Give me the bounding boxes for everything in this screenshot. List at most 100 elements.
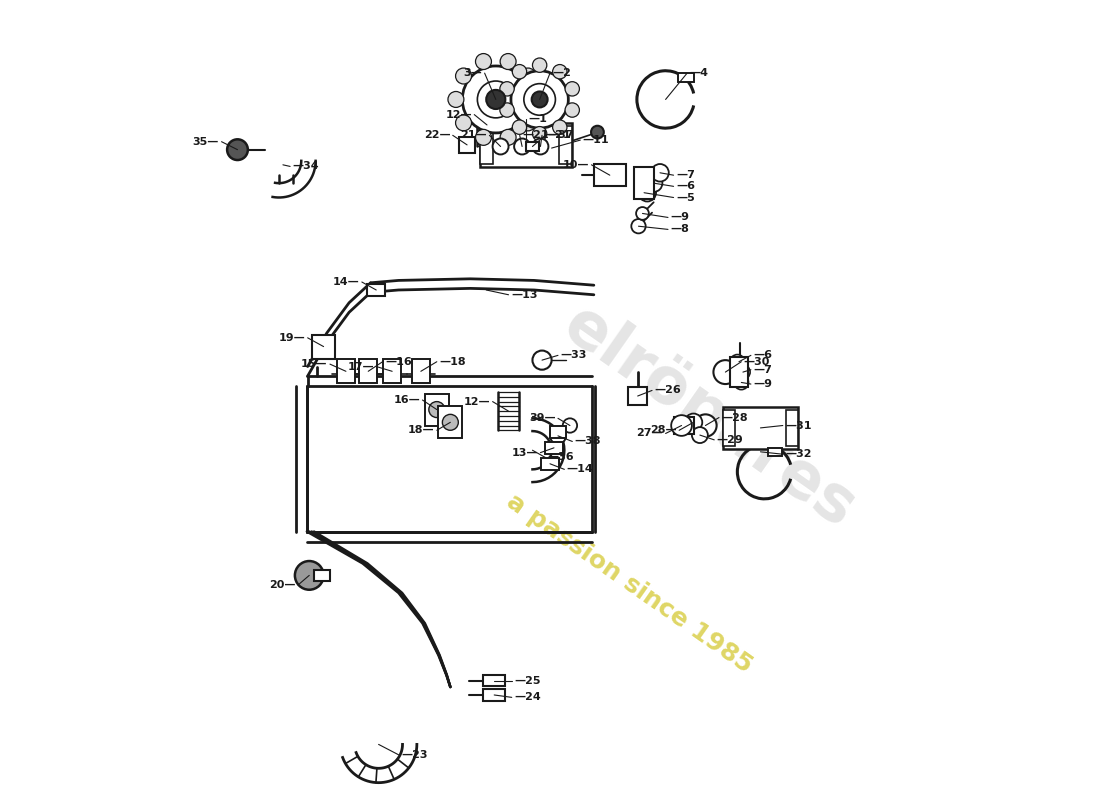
Bar (724, 410, 735, 446)
Text: 12—: 12— (463, 397, 491, 406)
Bar (425, 394, 449, 426)
Text: 39—: 39— (529, 414, 556, 423)
Circle shape (591, 126, 604, 138)
Bar (481, 126, 493, 163)
Circle shape (565, 82, 580, 96)
Text: —32: —32 (785, 450, 812, 459)
Bar (459, 137, 475, 153)
Bar (367, 284, 385, 296)
Circle shape (532, 58, 547, 72)
Text: —36: —36 (548, 452, 574, 462)
Circle shape (532, 126, 547, 141)
Text: elröpares: elröpares (551, 292, 868, 540)
Text: 16—: 16— (394, 395, 420, 405)
Bar (628, 387, 647, 405)
Circle shape (714, 360, 737, 384)
Circle shape (455, 115, 472, 131)
Text: —24: —24 (514, 692, 541, 702)
Text: 10—: 10— (562, 160, 590, 170)
Text: 15—: 15— (301, 359, 328, 369)
Text: —13: —13 (510, 290, 538, 300)
Bar (768, 448, 782, 456)
Bar (337, 359, 354, 383)
Bar (526, 142, 539, 151)
Text: —38: —38 (574, 437, 602, 446)
Circle shape (295, 561, 323, 590)
Text: —7: —7 (676, 170, 695, 180)
Bar (786, 410, 798, 446)
Circle shape (550, 428, 565, 444)
Circle shape (513, 120, 527, 134)
Text: 12—: 12— (446, 110, 472, 119)
Text: —34: —34 (293, 162, 319, 171)
Circle shape (645, 174, 662, 192)
Circle shape (528, 91, 543, 107)
Circle shape (694, 414, 716, 437)
Circle shape (736, 365, 750, 379)
Circle shape (500, 130, 516, 146)
Circle shape (442, 414, 459, 430)
Text: 19—: 19— (278, 333, 306, 343)
Text: —21: —21 (522, 130, 549, 140)
Text: a passion since 1985: a passion since 1985 (503, 489, 757, 678)
Bar (594, 164, 626, 186)
Text: 28—: 28— (650, 426, 676, 435)
Circle shape (499, 103, 514, 118)
Circle shape (429, 402, 444, 418)
Text: —16: —16 (385, 357, 411, 366)
Text: —6: —6 (676, 182, 695, 191)
Bar (312, 334, 334, 358)
Circle shape (510, 70, 569, 128)
Text: —11: —11 (583, 135, 609, 145)
Text: 14—: 14— (332, 277, 360, 287)
Circle shape (631, 219, 646, 234)
Text: —29: —29 (716, 435, 744, 445)
Text: —23: —23 (400, 750, 428, 760)
Circle shape (520, 68, 536, 84)
Circle shape (563, 418, 578, 433)
Bar (541, 458, 559, 470)
Text: —8: —8 (670, 224, 690, 234)
Bar (679, 73, 694, 82)
Text: —33: —33 (560, 350, 586, 360)
Circle shape (448, 91, 464, 107)
Text: —28: —28 (722, 413, 748, 422)
Circle shape (684, 414, 702, 431)
Circle shape (513, 65, 527, 79)
Circle shape (500, 54, 516, 70)
Bar (723, 407, 799, 449)
Circle shape (455, 68, 472, 84)
Bar (483, 675, 505, 686)
Bar (634, 167, 654, 199)
Text: 17—: 17— (348, 362, 374, 371)
Text: 21—: 21— (461, 130, 487, 140)
Circle shape (671, 415, 692, 436)
Circle shape (462, 66, 529, 133)
Text: 22—: 22— (424, 130, 450, 140)
Circle shape (499, 82, 514, 96)
Circle shape (552, 120, 567, 134)
Circle shape (552, 65, 567, 79)
Bar (483, 690, 505, 701)
Text: 20—: 20— (270, 580, 296, 590)
Text: 18—: 18— (408, 426, 435, 435)
Text: —9: —9 (754, 379, 772, 389)
Circle shape (477, 81, 514, 118)
Circle shape (531, 91, 548, 107)
Circle shape (638, 184, 656, 202)
Text: —7: —7 (754, 365, 772, 374)
Bar (550, 426, 565, 438)
Text: —2: —2 (552, 68, 571, 78)
Text: —31: —31 (785, 421, 812, 430)
Text: —30: —30 (744, 357, 770, 366)
Bar (439, 406, 462, 438)
Circle shape (524, 84, 556, 115)
Text: —14: —14 (566, 464, 594, 474)
Text: 13—: 13— (512, 448, 538, 458)
Circle shape (493, 138, 508, 154)
Text: 35—: 35— (192, 137, 219, 146)
Circle shape (514, 138, 530, 154)
Bar (559, 126, 572, 163)
Text: —18: —18 (439, 357, 465, 366)
Circle shape (734, 375, 748, 390)
